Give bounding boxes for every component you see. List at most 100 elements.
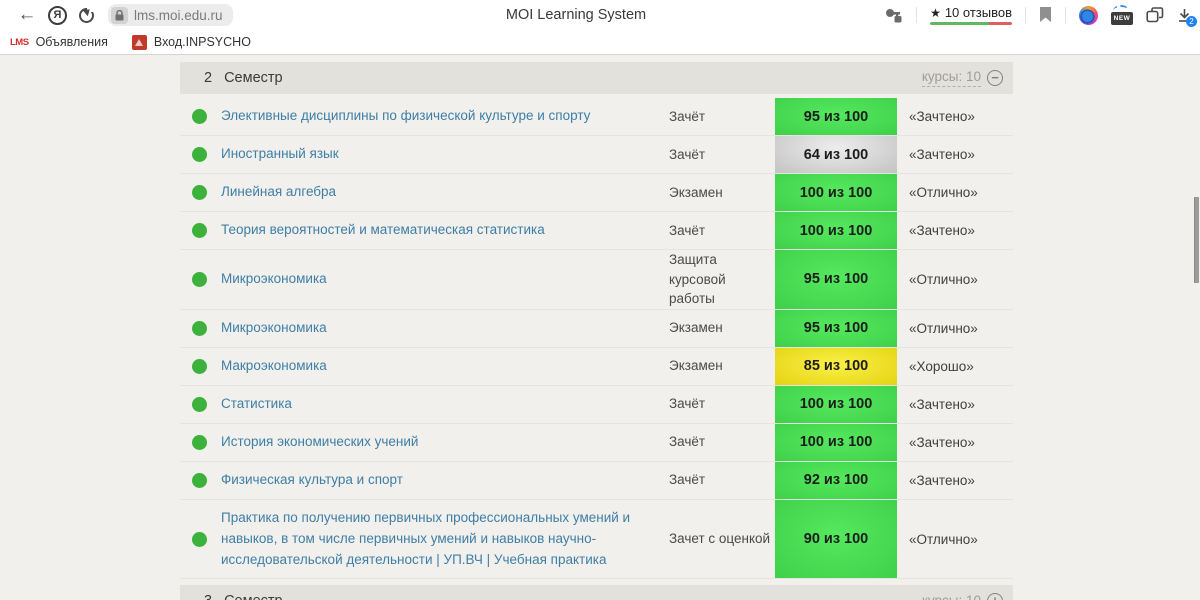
grade-text: «Отлично» <box>909 185 978 200</box>
grades-list: Элективные дисциплины по физической куль… <box>180 98 1013 580</box>
grades-table: 2 Семестр курсы: 10 − Элективные дисципл… <box>180 55 1013 600</box>
status-dot-icon <box>192 223 207 238</box>
course-row: Макроэкономика Экзамен 85 из 100 «Хорошо… <box>180 347 1013 386</box>
grade-text: «Зачтено» <box>909 109 975 124</box>
assessment-type: Зачёт <box>669 396 706 412</box>
score-badge: 100 из 100 <box>775 385 897 423</box>
grade-text: «Зачтено» <box>909 472 975 488</box>
score-badge: 100 из 100 <box>775 212 897 249</box>
course-link[interactable]: Статистика <box>221 395 292 411</box>
bookmark-inpsycho[interactable]: Вход.INPSYCHO <box>131 34 251 50</box>
grade-text: «Отлично» <box>909 271 978 287</box>
grade-text: «Зачтено» <box>909 396 975 412</box>
status-dot-icon <box>192 109 207 124</box>
new-extension-icon[interactable]: NEW <box>1111 4 1133 25</box>
status-dot-icon <box>192 271 207 287</box>
assessment-type: Зачёт <box>669 472 706 488</box>
status-dot-icon <box>192 185 207 200</box>
course-link[interactable]: Теория вероятностей и математическая ста… <box>221 222 545 238</box>
status-dot-icon <box>192 531 207 547</box>
course-link[interactable]: Физическая культура и спорт <box>221 471 403 487</box>
score-badge: 95 из 100 <box>775 98 897 135</box>
course-link[interactable]: Макроэкономика <box>221 357 327 373</box>
bookmarks-bar: LMS Объявления Вход.INPSYCHO <box>0 30 1200 54</box>
extension-icon[interactable] <box>1079 5 1098 25</box>
browser-chrome: ← Я lms.moi.edu.ru MOI Learning System <box>0 0 1200 55</box>
url-text: lms.moi.edu.ru <box>134 7 223 23</box>
course-row: История экономических учений Зачёт 100 и… <box>180 423 1013 462</box>
separator <box>916 7 918 23</box>
back-button[interactable]: ← <box>17 4 37 25</box>
assessment-type: Зачёт <box>669 108 706 124</box>
lock-icon <box>111 6 128 24</box>
assessment-type: Экзамен <box>669 320 723 336</box>
score-badge: 95 из 100 <box>775 250 897 309</box>
course-row: Физическая культура и спорт Зачёт 92 из … <box>180 461 1013 500</box>
course-link[interactable]: Иностранный язык <box>221 146 339 162</box>
score-badge: 90 из 100 <box>775 499 897 579</box>
assessment-type: Зачёт <box>669 434 706 450</box>
download-count-badge: 2 <box>1186 15 1197 27</box>
assessment-type: Экзамен <box>669 358 723 374</box>
address-bar[interactable]: lms.moi.edu.ru <box>108 4 233 26</box>
assessment-type: Зачёт <box>669 146 706 162</box>
refresh-icon[interactable] <box>79 5 94 23</box>
course-link[interactable]: Практика по получению первичных професси… <box>221 509 631 567</box>
status-dot-icon <box>192 434 207 450</box>
reviews-count: 10 отзывов <box>944 5 1012 20</box>
downloads-button[interactable]: 2 <box>1177 8 1197 27</box>
assessment-type: Зачёт <box>669 222 706 238</box>
inpsycho-favicon <box>131 34 147 50</box>
scrollbar-thumb[interactable] <box>1194 197 1199 283</box>
bookmark-announcements[interactable]: LMS Объявления <box>10 35 108 49</box>
course-row: Микроэкономика Экзамен 95 из 100 «Отличн… <box>180 309 1013 348</box>
semester-2-header: 2 Семестр курсы: 10 − <box>180 62 1013 94</box>
course-row: Элективные дисциплины по физической куль… <box>180 98 1013 136</box>
course-link[interactable]: Микроэкономика <box>221 270 327 286</box>
toolbar-right-cluster: ★ 10 отзывов NEW <box>884 0 1197 30</box>
grade-text: «Зачтено» <box>909 434 975 450</box>
score-badge: 85 из 100 <box>775 347 897 385</box>
course-link[interactable]: Микроэкономика <box>221 319 327 335</box>
course-row: Иностранный язык Зачёт 64 из 100 «Зачтен… <box>180 136 1013 174</box>
lms-favicon: LMS <box>10 36 29 48</box>
assessment-type: Зачет с оценкой <box>669 531 771 547</box>
status-dot-icon <box>192 396 207 412</box>
yandex-logo-icon[interactable]: Я <box>48 5 67 25</box>
reviews-rating[interactable]: ★ 10 отзывов <box>930 5 1012 25</box>
lms-page: 2 Семестр курсы: 10 − Элективные дисципл… <box>0 55 1200 600</box>
page-title: MOI Learning System <box>505 7 647 23</box>
star-icon: ★ <box>930 5 941 20</box>
rating-bar <box>930 22 1012 25</box>
browser-toolbar: ← Я lms.moi.edu.ru MOI Learning System <box>0 0 1200 30</box>
course-row: Микроэкономика Защита курсовой работы 95… <box>180 250 1013 310</box>
protect-key-icon[interactable] <box>884 7 903 24</box>
status-dot-icon <box>192 358 207 374</box>
course-row: Статистика Зачёт 100 из 100 «Зачтено» <box>180 385 1013 424</box>
score-badge: 100 из 100 <box>775 174 897 211</box>
bookmark-flag-icon[interactable] <box>1039 7 1052 23</box>
collapse-icon[interactable]: − <box>987 70 1003 86</box>
semester-3-header: 3 Семестр курсы: 10 + <box>180 585 1013 600</box>
score-badge: 100 из 100 <box>775 423 897 461</box>
status-dot-icon <box>192 472 207 488</box>
score-badge: 95 из 100 <box>775 309 897 347</box>
separator <box>1065 7 1066 23</box>
tabs-icon[interactable] <box>1146 7 1164 23</box>
courses-count-link[interactable]: курсы: 10 <box>922 593 981 600</box>
course-row: Теория вероятностей и математическая ста… <box>180 212 1013 250</box>
courses-count-link[interactable]: курсы: 10 <box>921 69 981 87</box>
status-dot-icon <box>192 320 207 336</box>
score-badge: 64 из 100 <box>775 136 897 173</box>
grade-text: «Зачтено» <box>909 147 975 162</box>
score-badge: 92 из 100 <box>775 461 897 499</box>
course-row: Практика по получению первичных професси… <box>180 499 1013 580</box>
grade-text: «Хорошо» <box>909 358 974 374</box>
assessment-type: Защита курсовой работы <box>669 252 726 307</box>
grade-text: «Отлично» <box>909 320 978 336</box>
separator <box>1025 7 1026 23</box>
course-link[interactable]: Элективные дисциплины по физической куль… <box>221 108 591 124</box>
course-link[interactable]: Линейная алгебра <box>221 184 337 200</box>
course-link[interactable]: История экономических учений <box>221 433 419 449</box>
expand-icon[interactable]: + <box>987 593 1003 600</box>
